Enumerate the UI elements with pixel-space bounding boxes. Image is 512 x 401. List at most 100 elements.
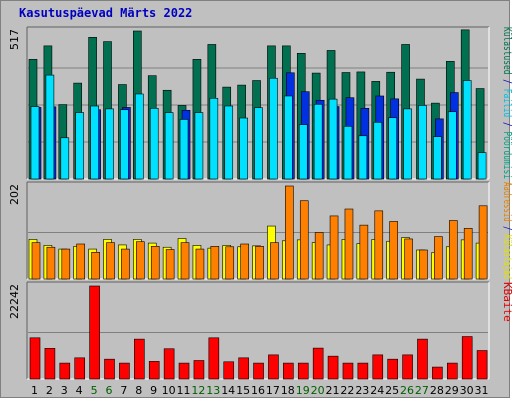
x-tick-label: 21: [326, 384, 340, 397]
legend-entry: /: [501, 117, 512, 131]
bar-aadressid-18: [285, 185, 294, 280]
legend-bottom: KBaite: [501, 282, 512, 322]
x-tick-label: 14: [221, 384, 235, 397]
bar-külastused-13: [209, 97, 219, 180]
bar-aadressid-10: [165, 249, 175, 280]
legend-entry: KBaite: [501, 282, 512, 322]
bar-aadressid-6: [106, 242, 115, 280]
bar-kbaite-25: [387, 358, 398, 380]
legend-entry: Pöördumisi: [501, 132, 512, 179]
bar-kbaite-16: [253, 362, 264, 380]
bar-kbaite-9: [148, 361, 160, 380]
bar-külastused-2: [45, 74, 55, 180]
legend-entry: Failid: [501, 89, 512, 118]
bar-aadressid-1: [31, 242, 41, 280]
panel-middle: 202 Aadressid / Külastajad: [8, 181, 512, 280]
bar-kbaite-11: [178, 362, 190, 380]
bar-külastused-6: [105, 108, 114, 180]
bar-aadressid-29: [448, 220, 458, 280]
bar-külastused-15: [239, 117, 248, 180]
bar-aadressid-12: [195, 248, 205, 280]
legend-entry: /: [501, 74, 512, 88]
bar-külastused-29: [447, 111, 457, 180]
bar-külastused-8: [135, 93, 144, 180]
bar-aadressid-8: [136, 241, 145, 280]
bar-külastused-30: [462, 80, 472, 180]
bar-külastused-19: [298, 124, 308, 180]
bar-aadressid-17: [270, 242, 279, 280]
x-tick-label: 16: [251, 384, 265, 397]
bar-aadressid-30: [463, 228, 473, 280]
bar-aadressid-20: [314, 232, 324, 280]
x-tick-label: 13: [206, 384, 220, 397]
x-tick-label: 15: [236, 384, 250, 397]
bar-külastused-4: [75, 112, 85, 180]
bar-aadressid-26: [404, 238, 413, 280]
bar-külastused-11: [179, 119, 189, 180]
x-tick-label: 1: [31, 384, 38, 397]
x-tick-label: 25: [385, 384, 399, 397]
bar-külastused-31: [477, 152, 487, 180]
x-tick-label: 9: [150, 384, 157, 397]
bar-kbaite-15: [238, 357, 249, 380]
x-tick-label: 17: [266, 384, 280, 397]
bar-kbaite-6: [104, 358, 115, 380]
y-max-label-bottom: 22242: [8, 284, 21, 319]
bar-kbaite-30: [461, 336, 473, 380]
bar-kbaite-23: [357, 362, 369, 380]
x-axis-ticks: 1 2 3 4 5 6 7 8 9 10 11 12 13 14 15 16 17 18 19 20 21 22 23 24 2…: [31, 384, 489, 397]
bar-kbaite-7: [119, 362, 130, 380]
bar-kbaite-18: [283, 362, 294, 380]
legend-entry: Külastajad: [501, 235, 512, 279]
bar-külastused-23: [358, 135, 368, 180]
bar-aadressid-27: [419, 249, 428, 280]
bar-külastused-14: [224, 105, 234, 180]
x-tick-label: 26: [400, 384, 414, 397]
bar-aadressid-7: [121, 248, 130, 280]
bar-kbaite-20: [312, 347, 324, 380]
legend-entry: Aadressid: [501, 182, 512, 222]
bar-aadressid-13: [210, 246, 220, 280]
bar-aadressid-24: [374, 210, 384, 280]
x-tick-label: 23: [355, 384, 369, 397]
bar-kbaite-4: [74, 357, 86, 380]
chart-title: Kasutuspäevad Märts 2022: [19, 6, 192, 20]
x-tick-label: 10: [162, 384, 176, 397]
bar-külastused-27: [418, 105, 427, 180]
bar-kbaite-5: [89, 285, 100, 380]
bar-külastused-3: [60, 137, 70, 180]
x-tick-label: 19: [296, 384, 310, 397]
x-tick-label: 18: [281, 384, 295, 397]
bar-kbaite-31: [476, 350, 488, 380]
x-tick-label: 6: [105, 384, 112, 397]
bar-kbaite-10: [163, 348, 175, 380]
bar-külastused-9: [149, 107, 159, 180]
bar-külastused-21: [328, 98, 338, 180]
bar-külastused-20: [313, 103, 323, 180]
x-tick-label: 27: [415, 384, 429, 397]
x-tick-label: 24: [370, 384, 384, 397]
bar-aadressid-21: [329, 215, 339, 280]
legend-top: Külastused / Failid / Pöördumisi: [501, 27, 512, 179]
bar-kbaite-22: [342, 362, 354, 380]
x-tick-label: 4: [76, 384, 83, 397]
bar-aadressid-28: [434, 236, 443, 280]
bar-kbaite-2: [44, 348, 56, 380]
bar-külastused-10: [164, 112, 174, 180]
bar-külastused-26: [403, 108, 412, 180]
bar-külastused-24: [373, 122, 383, 180]
x-tick-label: 8: [135, 384, 142, 397]
bar-aadressid-22: [344, 208, 354, 280]
bar-aadressid-9: [150, 246, 160, 280]
x-tick-label: 31: [475, 384, 489, 397]
x-tick-label: 7: [120, 384, 127, 397]
bar-kbaite-26: [402, 354, 413, 380]
bar-kbaite-28: [432, 366, 443, 380]
bar-aadressid-19: [299, 200, 309, 280]
panel-top: 517 Külastused / Failid / Pöördumisi: [8, 26, 512, 180]
bar-kbaite-17: [268, 354, 279, 380]
bar-aadressid-15: [240, 243, 249, 280]
chart-panels: 517 Külastused / Failid / Pöördumisi 202 Aa…: [8, 26, 512, 380]
